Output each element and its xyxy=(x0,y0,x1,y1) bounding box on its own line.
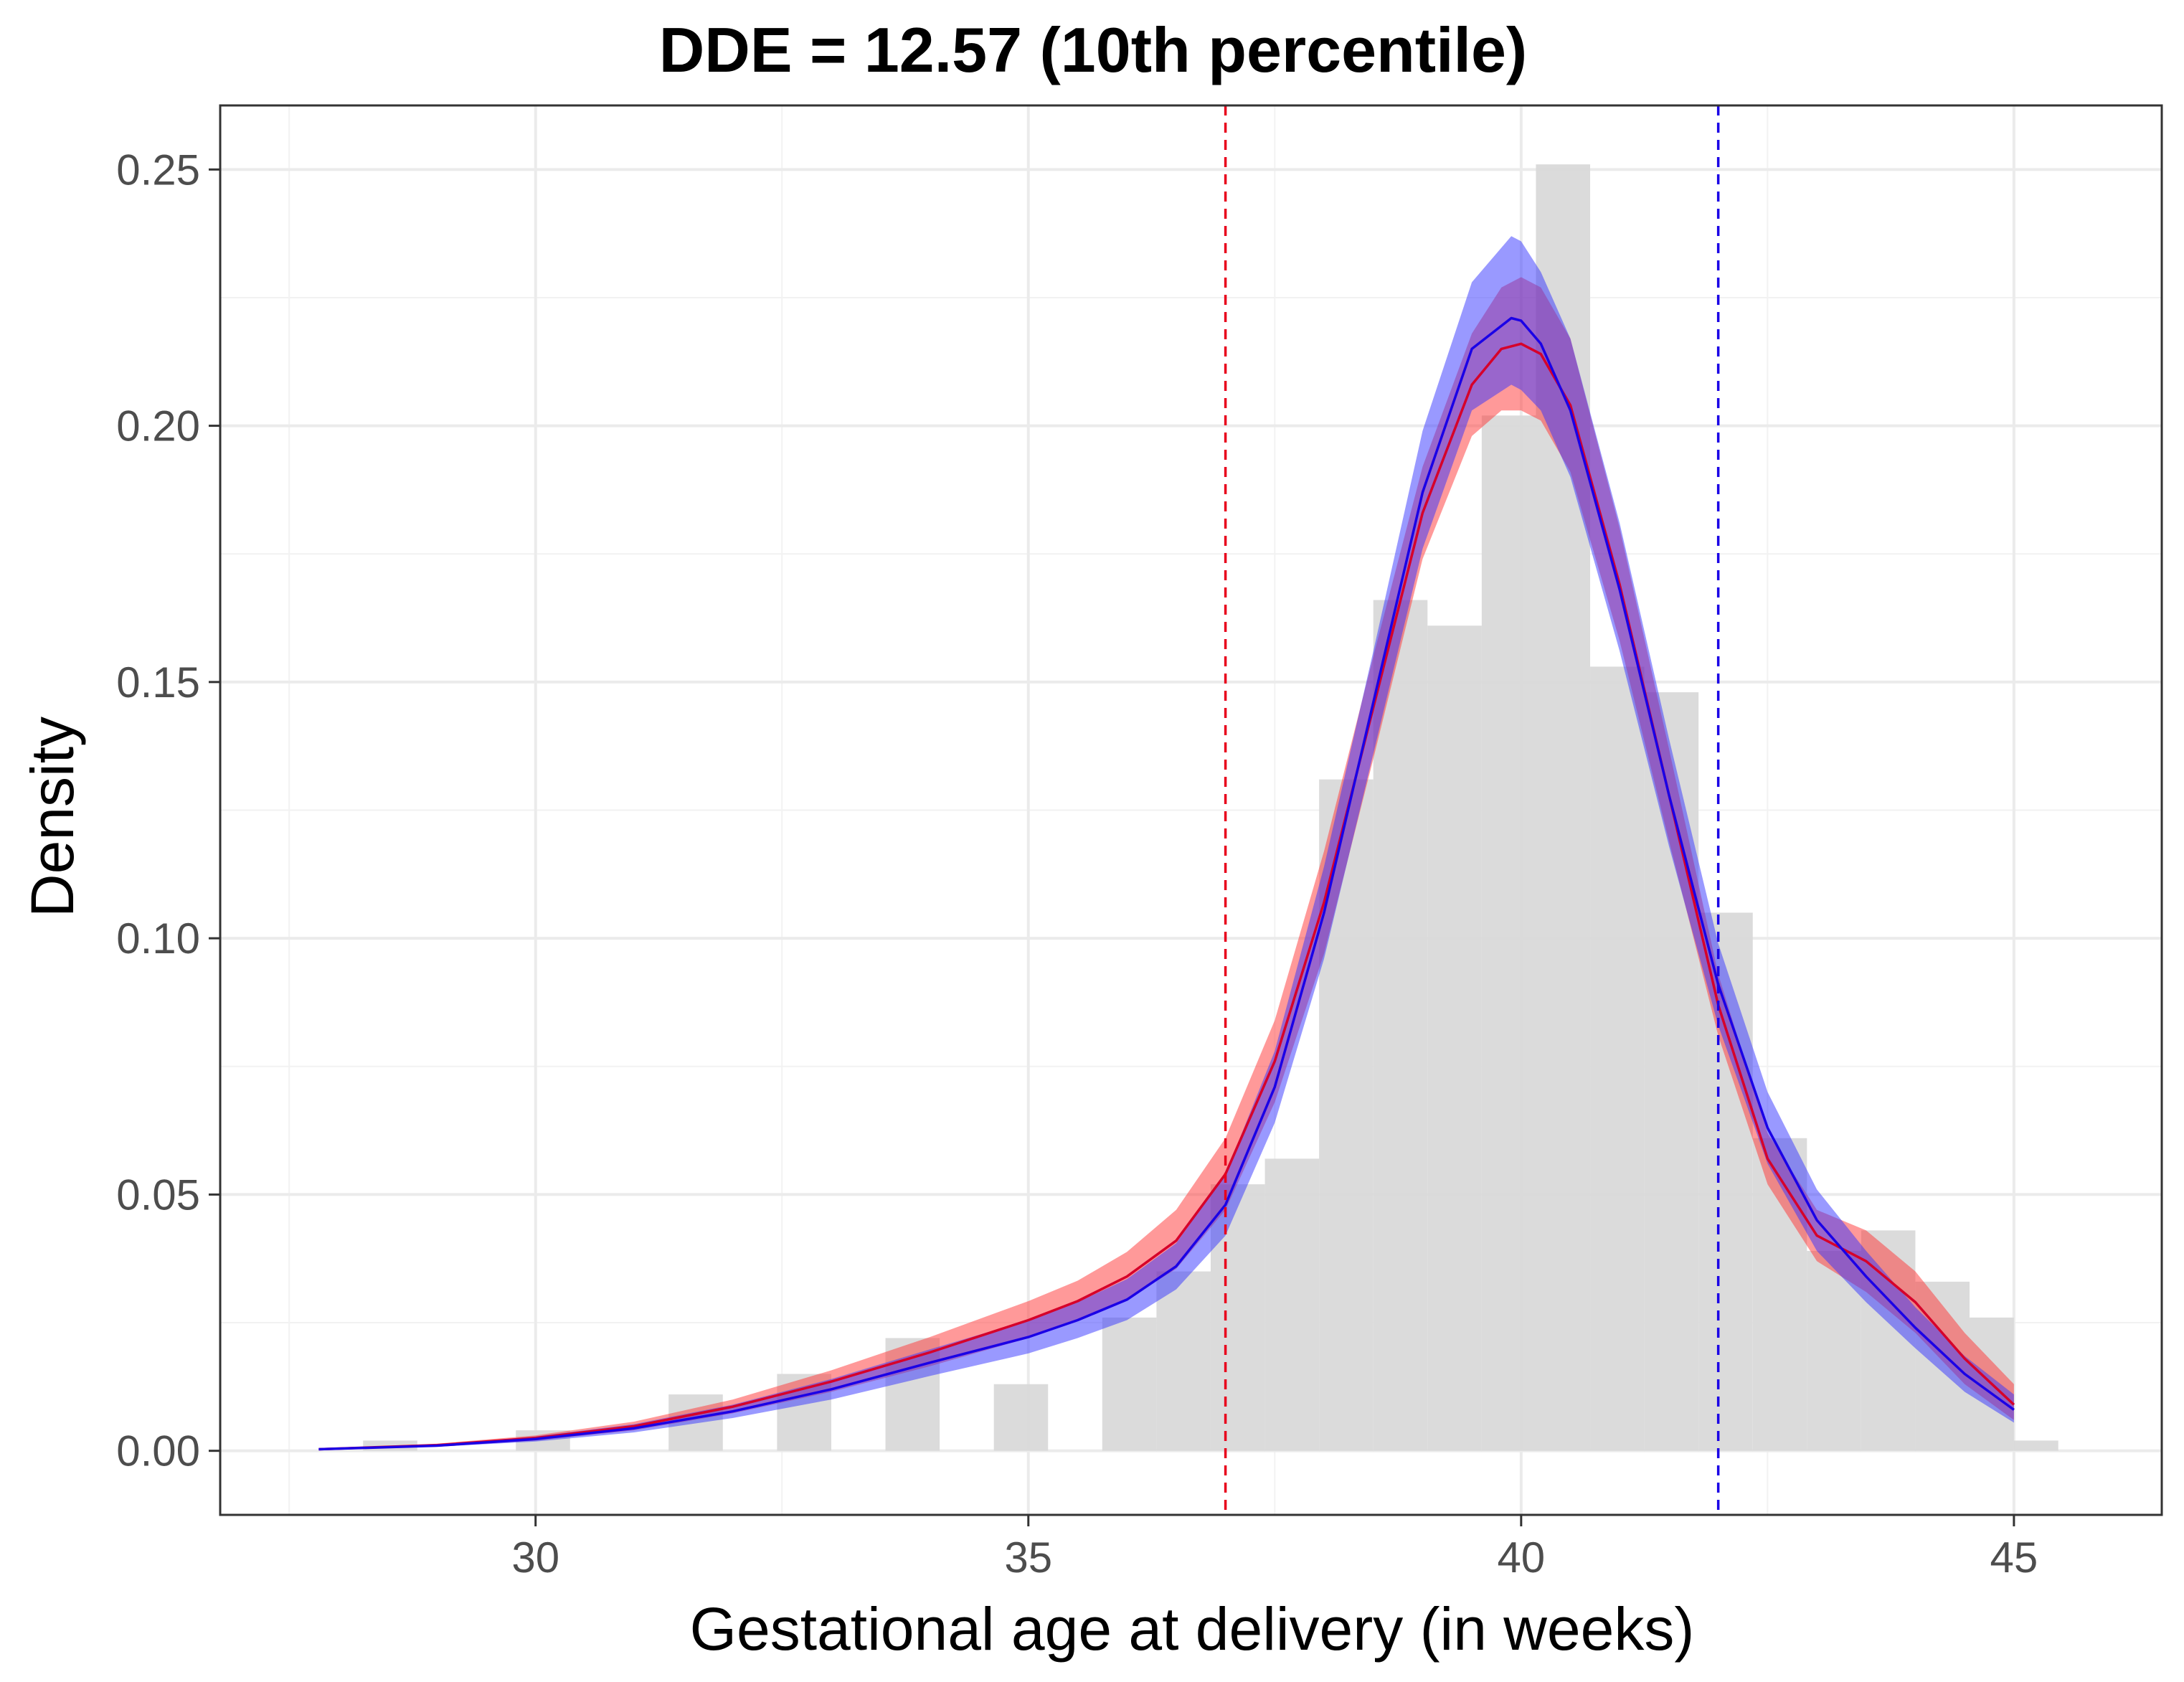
x-axis-title: Gestational age at delivery (in weeks) xyxy=(690,1595,1695,1663)
histogram-bar xyxy=(993,1384,1049,1451)
y-tick-label: 0.20 xyxy=(116,402,200,450)
histogram-bar xyxy=(1102,1317,1157,1451)
histogram-bar xyxy=(1156,1271,1211,1451)
blue-confidence-band xyxy=(318,236,2014,1450)
density-lines xyxy=(318,316,2015,1451)
chart-title: DDE = 12.57 (10th percentile) xyxy=(659,14,1527,85)
y-tick-label: 0.25 xyxy=(116,146,200,194)
x-tick-label: 30 xyxy=(511,1534,559,1582)
x-axis-ticks: 30 35 40 45 xyxy=(511,1515,2038,1582)
panel-border xyxy=(219,104,2163,1516)
histogram-bar xyxy=(2013,1440,2058,1451)
x-tick-label: 45 xyxy=(1990,1534,2038,1582)
histogram-bar xyxy=(1481,415,1536,1451)
y-tick-label: 0.05 xyxy=(116,1171,200,1219)
y-tick-label: 0.00 xyxy=(116,1427,200,1475)
y-axis-ticks: 0.00 0.05 0.10 0.15 0.20 0.25 xyxy=(116,146,220,1475)
cutoff-lines xyxy=(1224,105,1720,1515)
y-tick-label: 0.15 xyxy=(116,658,200,707)
x-tick-label: 35 xyxy=(1004,1534,1052,1582)
x-tick-label: 40 xyxy=(1497,1534,1545,1582)
y-tick-label: 0.10 xyxy=(116,915,200,963)
histogram-bar xyxy=(1427,625,1482,1451)
blue-density-line xyxy=(318,316,2015,1451)
y-axis-title: Density xyxy=(19,717,86,917)
histogram-bar xyxy=(1373,600,1428,1451)
confidence-bands xyxy=(318,236,2014,1450)
histogram-bar xyxy=(1590,666,1645,1451)
panel-border-rect xyxy=(219,104,2163,1516)
histogram-bar xyxy=(1264,1158,1320,1451)
red-density-line xyxy=(318,342,2015,1451)
